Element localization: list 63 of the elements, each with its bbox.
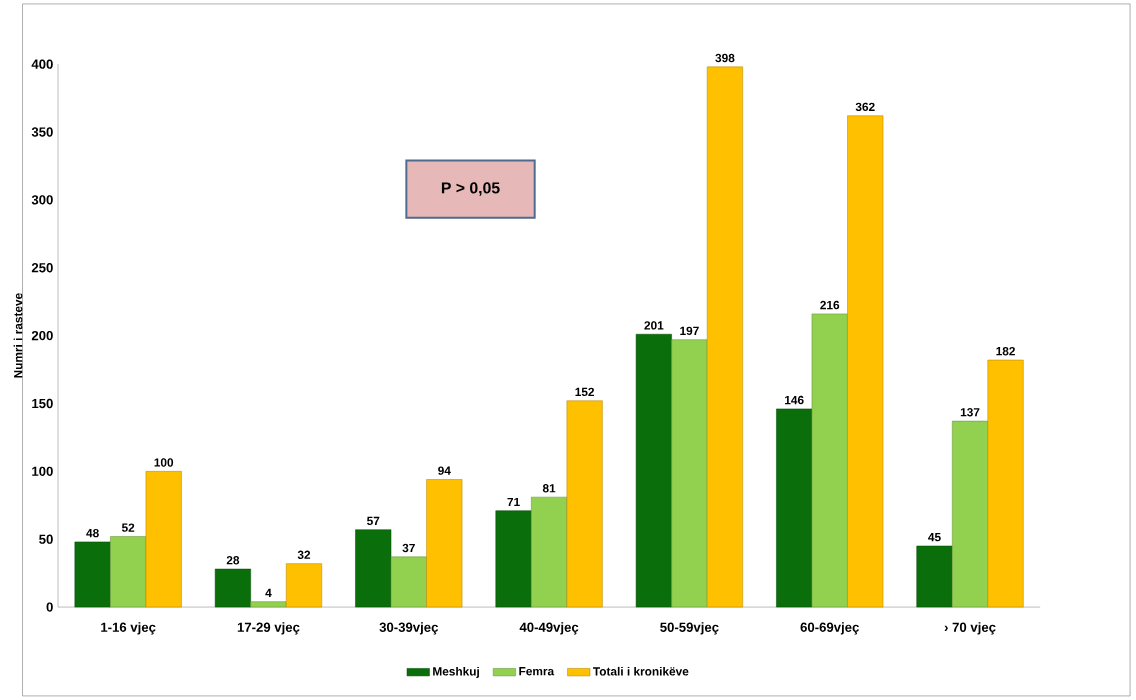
x-tick-label: 50-59vjeç [660, 622, 719, 635]
data-label: 32 [297, 550, 311, 560]
data-label: 137 [960, 408, 980, 417]
bar [811, 313, 848, 608]
bar [110, 536, 147, 608]
data-label: 216 [820, 300, 840, 310]
bar [355, 529, 392, 608]
bar [495, 510, 532, 608]
x-tick-label: 1-16 vjeç [101, 622, 156, 635]
y-tick-label: 200 [31, 331, 53, 341]
data-label: 146 [785, 395, 804, 405]
data-label: 182 [996, 347, 1015, 356]
data-label: 81 [542, 484, 556, 493]
legend-label: Meshkuj [433, 666, 479, 678]
y-tick-label: 100 [32, 466, 53, 477]
bar [145, 471, 182, 608]
bar [566, 400, 603, 608]
bar [250, 601, 287, 608]
y-tick-label: 150 [32, 398, 53, 409]
x-tick-label: 17-29 vjeç [237, 622, 300, 635]
data-label: 100 [154, 458, 174, 467]
data-label: 201 [644, 321, 664, 330]
legend-label: Totali i kronikëve [593, 666, 689, 676]
y-tick-label: 300 [31, 195, 53, 205]
y-tick-label: 50 [39, 534, 53, 544]
legend-label: Femra [519, 667, 555, 676]
data-label: 398 [715, 53, 735, 63]
x-tick-label: 60-69vjeç [800, 622, 859, 635]
bar [847, 115, 884, 608]
x-tick-label: 40-49vjeç [519, 622, 579, 635]
x-tick-label: › 70 vjeç [944, 622, 996, 635]
bar [285, 563, 323, 608]
data-label: 57 [367, 516, 380, 526]
bar [706, 66, 743, 608]
data-label: 45 [928, 533, 941, 542]
data-label: 37 [402, 543, 415, 553]
y-tick-label: 400 [31, 59, 53, 69]
data-label: 4 [265, 588, 272, 598]
data-label: 52 [121, 523, 135, 532]
data-label: 152 [575, 387, 595, 397]
bar [951, 420, 989, 608]
data-label: 197 [680, 326, 699, 336]
y-tick-label: 350 [31, 127, 53, 137]
y-tick-label: 250 [31, 263, 53, 273]
y-axis-title: Numri i rasteve [13, 293, 23, 378]
data-label: 71 [507, 497, 520, 507]
bar [916, 545, 953, 608]
bar [214, 568, 251, 608]
bar [74, 541, 111, 608]
bar [531, 496, 568, 608]
data-label: 94 [438, 466, 451, 475]
bar [671, 339, 708, 608]
annotation: P > 0,05 [441, 182, 500, 196]
data-label: 362 [855, 102, 875, 112]
bar [390, 556, 427, 608]
data-label: 28 [226, 556, 240, 565]
bar [635, 334, 672, 608]
bar [987, 359, 1024, 608]
bar [776, 408, 813, 608]
bar [426, 479, 463, 608]
data-label: 48 [86, 528, 99, 538]
y-tick-label: 0 [46, 602, 53, 612]
x-tick-label: 30-39vjeç [379, 622, 439, 635]
